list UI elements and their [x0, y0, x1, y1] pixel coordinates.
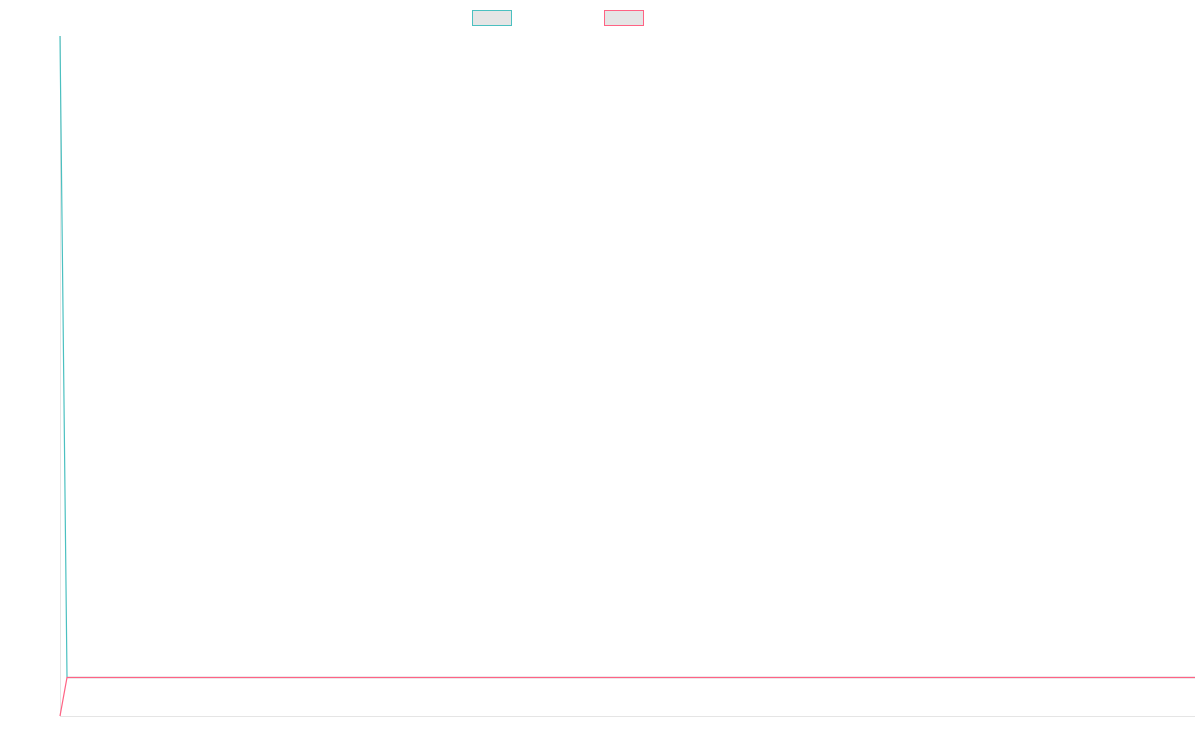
legend-swatch-series-1[interactable]	[472, 10, 512, 26]
series-1-line	[59, 35, 1195, 679]
chart-legend	[0, 10, 1200, 26]
series-2-line	[59, 676, 1195, 717]
legend-swatch-series-2[interactable]	[604, 10, 644, 26]
